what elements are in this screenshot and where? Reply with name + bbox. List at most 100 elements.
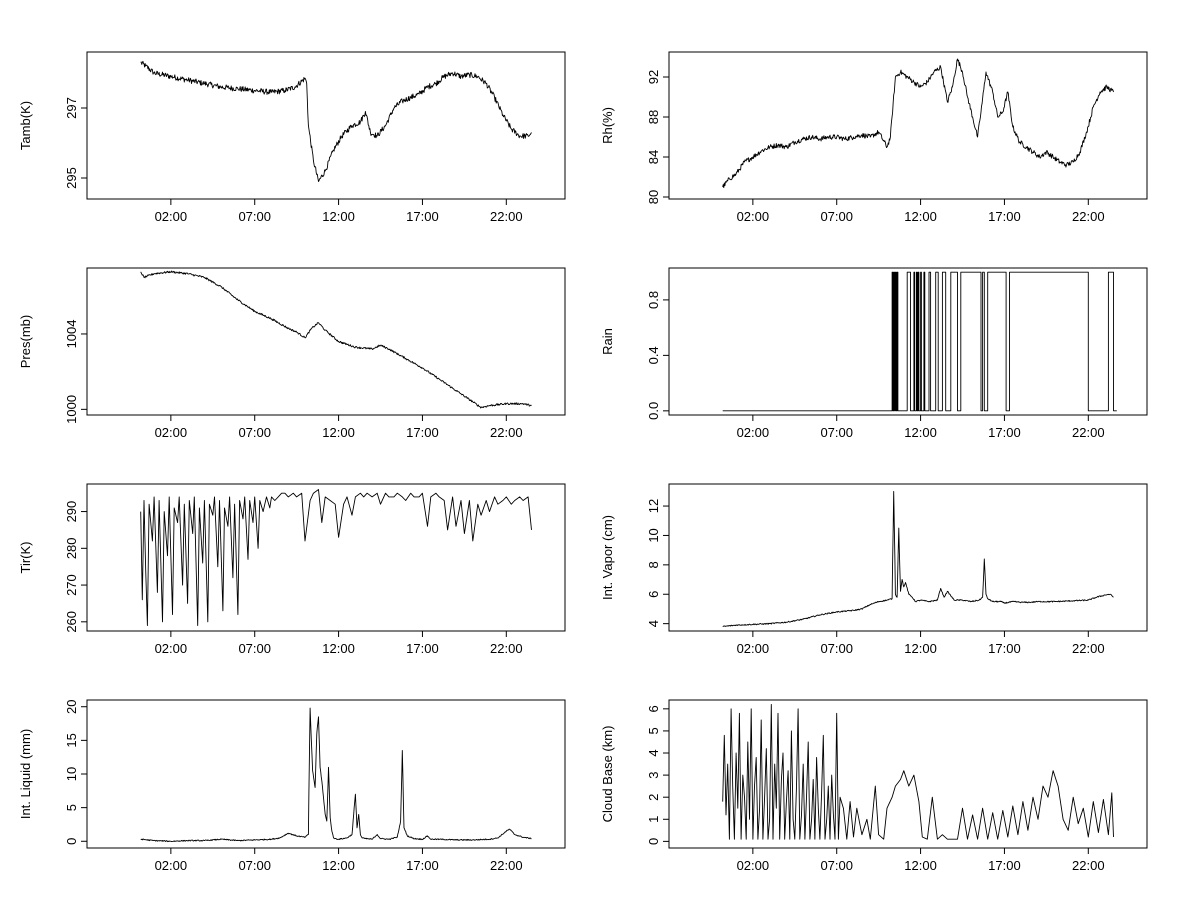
x-tick-label: 17:00 xyxy=(406,425,439,440)
x-tick-label: 02:00 xyxy=(737,858,770,873)
x-tick-label: 02:00 xyxy=(737,209,770,224)
y-axis-label: Int. Vapor (cm) xyxy=(600,515,615,600)
x-tick-label: 22:00 xyxy=(490,209,523,224)
plot-frame xyxy=(86,483,566,632)
y-axis-label: Tamb(K) xyxy=(18,101,33,150)
x-tick-label: 07:00 xyxy=(820,858,853,873)
x-tick-label: 12:00 xyxy=(904,209,937,224)
y-axis-label: Pres(mb) xyxy=(18,315,33,368)
x-tick-label: 12:00 xyxy=(904,858,937,873)
y-tick-label: 20 xyxy=(64,699,79,713)
y-axis-label: Tir(K) xyxy=(18,541,33,573)
series-line-0 xyxy=(722,58,1114,189)
plot-frame xyxy=(668,267,1148,416)
panel-0: 02:00 07:00 12:00 17:00 22:00 295 297 Tamb(K) xyxy=(18,51,566,224)
x-tick-label: 17:00 xyxy=(988,641,1021,656)
x-tick-label: 02:00 xyxy=(155,425,188,440)
x-tick-label: 17:00 xyxy=(988,209,1021,224)
x-tick-label: 02:00 xyxy=(155,641,188,656)
panel-2: 02:00 07:00 12:00 17:00 22:00 1000 1004 Pres(mb… xyxy=(18,267,566,440)
plot-frame xyxy=(668,699,1148,849)
y-tick-label: 295 xyxy=(64,167,79,189)
x-tick-label: 12:00 xyxy=(904,641,937,656)
y-tick-label: 297 xyxy=(64,97,79,119)
y-tick-label: 6 xyxy=(646,705,661,712)
x-tick-label: 22:00 xyxy=(490,425,523,440)
y-tick-label: 280 xyxy=(64,537,79,559)
y-tick-label: 270 xyxy=(64,574,79,596)
y-tick-label: 290 xyxy=(64,501,79,523)
panel-5: 02:00 07:00 12:00 17:00 22:00 4 6 8 10 12 Int. Vap… xyxy=(600,483,1148,656)
y-tick-label: 92 xyxy=(646,70,661,84)
y-axis-label: Int. Liquid (mm) xyxy=(18,729,33,819)
panel-7: 02:00 07:00 12:00 17:00 22:00 0 1 2 3 4 5 6 Cloud Ba… xyxy=(600,699,1148,873)
y-tick-label: 12 xyxy=(646,499,661,513)
y-tick-label: 1004 xyxy=(64,320,79,349)
plot-frame xyxy=(86,51,566,200)
x-tick-label: 12:00 xyxy=(322,641,355,656)
y-tick-label: 5 xyxy=(64,804,79,811)
y-tick-label: 0 xyxy=(646,838,661,845)
x-tick-label: 07:00 xyxy=(238,641,271,656)
series-line-0 xyxy=(140,707,532,843)
y-tick-label: 4 xyxy=(646,749,661,756)
series-line-0 xyxy=(140,489,532,626)
plot-frame xyxy=(668,483,1148,632)
series-line-0 xyxy=(722,271,1117,412)
y-tick-label: 10 xyxy=(646,528,661,542)
x-tick-label: 07:00 xyxy=(820,641,853,656)
x-tick-label: 12:00 xyxy=(322,858,355,873)
y-tick-label: 1000 xyxy=(64,395,79,424)
x-tick-label: 17:00 xyxy=(406,209,439,224)
x-tick-label: 07:00 xyxy=(238,425,271,440)
y-tick-label: 84 xyxy=(646,150,661,164)
x-tick-label: 22:00 xyxy=(1072,858,1105,873)
y-tick-label: 0.4 xyxy=(646,346,661,364)
panel-4: 02:00 07:00 12:00 17:00 22:00 260 270 280 290 Tir… xyxy=(18,483,566,656)
x-tick-label: 07:00 xyxy=(238,209,271,224)
x-tick-label: 07:00 xyxy=(820,209,853,224)
y-tick-label: 260 xyxy=(64,611,79,633)
y-axis-label: Rain xyxy=(600,328,615,355)
x-tick-label: 02:00 xyxy=(155,858,188,873)
y-tick-label: 4 xyxy=(646,620,661,627)
series-line-0 xyxy=(722,703,1114,840)
y-tick-label: 0.0 xyxy=(646,402,661,420)
y-tick-label: 0.8 xyxy=(646,291,661,309)
x-tick-label: 07:00 xyxy=(238,858,271,873)
x-tick-label: 12:00 xyxy=(904,425,937,440)
panel-1: 02:00 07:00 12:00 17:00 22:00 80 84 88 92 Rh(%) xyxy=(600,51,1148,224)
y-axis-label: Cloud Base (km) xyxy=(600,726,615,823)
y-axis-label: Rh(%) xyxy=(600,107,615,144)
series-line-0 xyxy=(722,490,1114,628)
panel-3: 02:00 07:00 12:00 17:00 22:00 0.0 0.4 0.8 Rain xyxy=(600,267,1148,440)
x-tick-label: 12:00 xyxy=(322,209,355,224)
x-tick-label: 22:00 xyxy=(1072,425,1105,440)
x-tick-label: 02:00 xyxy=(155,209,188,224)
x-tick-label: 02:00 xyxy=(737,425,770,440)
x-tick-label: 22:00 xyxy=(490,641,523,656)
y-tick-label: 6 xyxy=(646,591,661,598)
x-tick-label: 17:00 xyxy=(406,858,439,873)
x-tick-label: 22:00 xyxy=(1072,209,1105,224)
series-line-0 xyxy=(140,270,532,409)
y-tick-label: 10 xyxy=(64,767,79,781)
y-tick-label: 5 xyxy=(646,727,661,734)
panel-6: 02:00 07:00 12:00 17:00 22:00 0 5 10 15 20 Int. Li… xyxy=(18,699,566,873)
plot-frame xyxy=(86,267,566,416)
plot-frame xyxy=(86,699,566,849)
x-tick-label: 22:00 xyxy=(490,858,523,873)
x-tick-label: 22:00 xyxy=(1072,641,1105,656)
y-tick-label: 2 xyxy=(646,794,661,801)
y-tick-label: 88 xyxy=(646,110,661,124)
series-line-0 xyxy=(140,60,532,182)
x-tick-label: 17:00 xyxy=(988,858,1021,873)
plot-frame xyxy=(668,51,1148,200)
x-tick-label: 12:00 xyxy=(322,425,355,440)
y-tick-label: 15 xyxy=(64,733,79,747)
x-tick-label: 17:00 xyxy=(406,641,439,656)
y-tick-label: 3 xyxy=(646,771,661,778)
x-tick-label: 17:00 xyxy=(988,425,1021,440)
y-tick-label: 0 xyxy=(64,838,79,845)
